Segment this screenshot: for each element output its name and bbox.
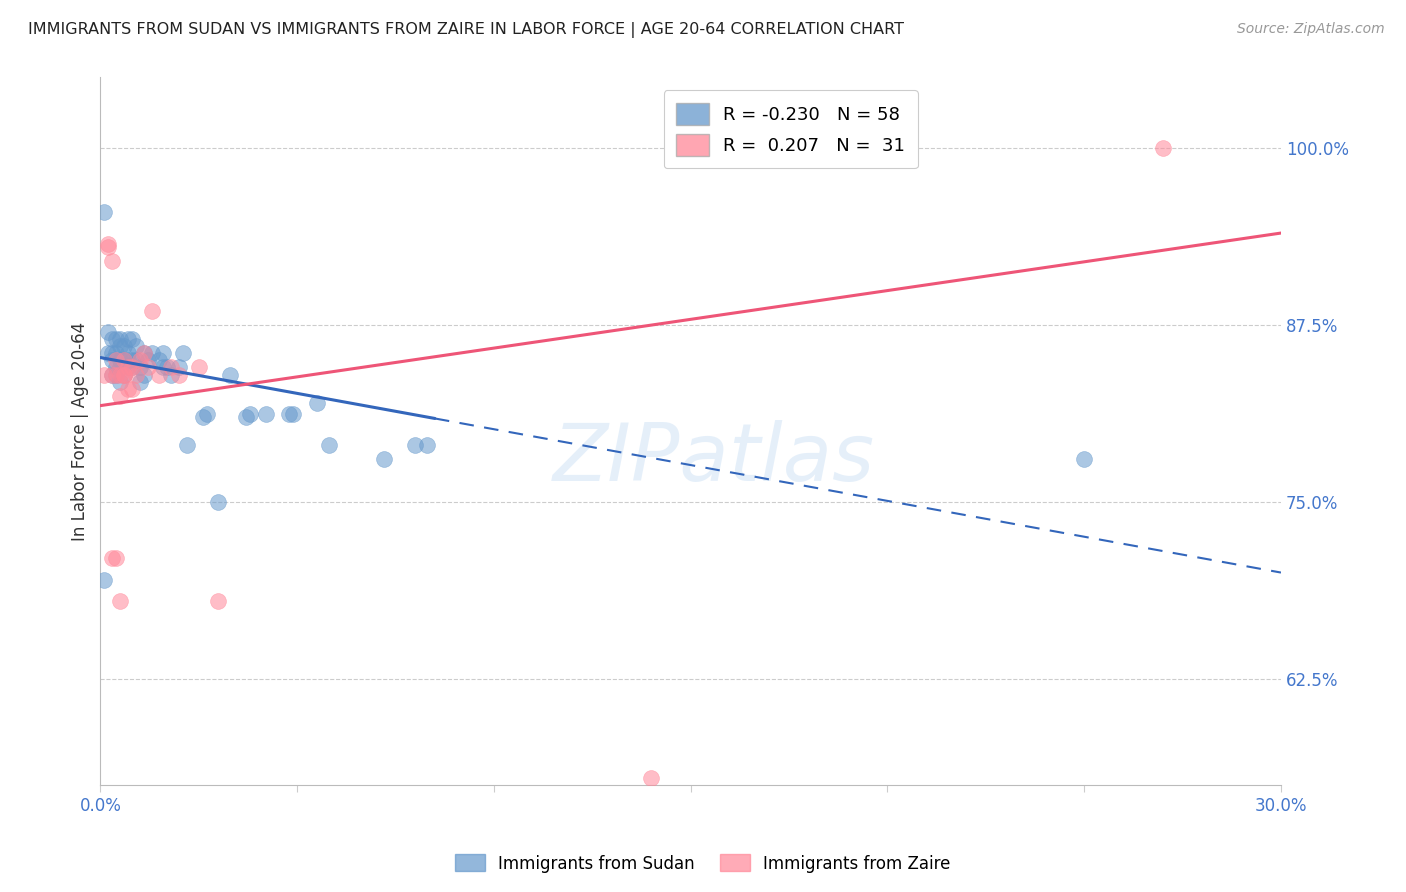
Text: ZIPatlas: ZIPatlas [553,420,876,499]
Point [108,375,131,389]
Point [108,368,131,382]
Point [128,375,150,389]
Point [112,353,135,368]
Point [101,368,124,382]
Point [121,360,143,375]
Point [152,360,174,375]
Point [128,353,150,368]
Point [105,346,128,360]
Point [93,573,115,587]
Point [132,346,155,360]
Point [283,407,305,421]
Point [136,353,159,368]
Point [101,254,124,268]
Point [112,353,135,368]
Point [160,368,183,382]
Point [207,594,229,608]
Point [132,346,155,360]
Point [101,353,124,368]
Point [152,346,174,360]
Point [235,409,257,424]
Point [108,360,131,375]
Point [97,346,120,360]
Point [101,332,124,346]
Point [93,204,115,219]
Point [128,360,150,375]
Point [112,368,135,382]
Point [156,360,179,375]
Point [105,368,128,382]
Point [117,332,139,346]
Point [105,551,128,566]
Legend: R = -0.230   N = 58, R =  0.207   N =  31: R = -0.230 N = 58, R = 0.207 N = 31 [664,90,918,169]
Point [141,346,163,360]
Point [207,495,229,509]
Point [105,353,128,368]
Point [305,396,328,410]
Point [125,368,148,382]
Point [278,407,301,421]
Point [112,368,135,382]
Point [318,438,340,452]
Point [108,389,131,403]
Point [1152,141,1174,155]
Point [195,407,218,421]
Point [172,346,194,360]
Text: Source: ZipAtlas.com: Source: ZipAtlas.com [1237,22,1385,37]
Point [141,303,163,318]
Point [254,407,277,421]
Point [101,551,124,566]
Point [191,409,214,424]
Point [121,353,143,368]
Point [101,346,124,360]
Point [97,237,120,252]
Point [121,332,143,346]
Point [239,407,262,421]
Point [187,360,209,375]
Point [167,360,190,375]
Point [105,368,128,382]
Point [117,360,139,375]
Point [136,360,159,375]
Point [117,353,139,368]
Point [125,339,148,353]
Point [108,339,131,353]
Point [373,452,395,467]
Point [176,438,198,452]
Point [148,368,170,382]
Point [97,325,120,339]
Point [117,382,139,396]
Point [148,353,170,368]
Point [121,360,143,375]
Point [105,332,128,346]
Text: IMMIGRANTS FROM SUDAN VS IMMIGRANTS FROM ZAIRE IN LABOR FORCE | AGE 20-64 CORREL: IMMIGRANTS FROM SUDAN VS IMMIGRANTS FROM… [28,22,904,38]
Point [97,240,120,254]
Point [108,594,131,608]
Point [132,368,155,382]
Point [108,353,131,368]
Point [167,368,190,382]
Point [219,368,242,382]
Point [416,438,439,452]
Point [112,339,135,353]
Point [117,360,139,375]
Point [160,360,183,375]
Point [117,346,139,360]
Point [108,332,131,346]
Point [640,771,662,785]
Point [93,368,115,382]
Point [1073,452,1095,467]
Point [112,368,135,382]
Point [121,382,143,396]
Point [125,353,148,368]
Point [105,360,128,375]
Point [101,368,124,382]
Y-axis label: In Labor Force | Age 20-64: In Labor Force | Age 20-64 [72,321,89,541]
Point [404,438,426,452]
Legend: Immigrants from Sudan, Immigrants from Zaire: Immigrants from Sudan, Immigrants from Z… [449,847,957,880]
